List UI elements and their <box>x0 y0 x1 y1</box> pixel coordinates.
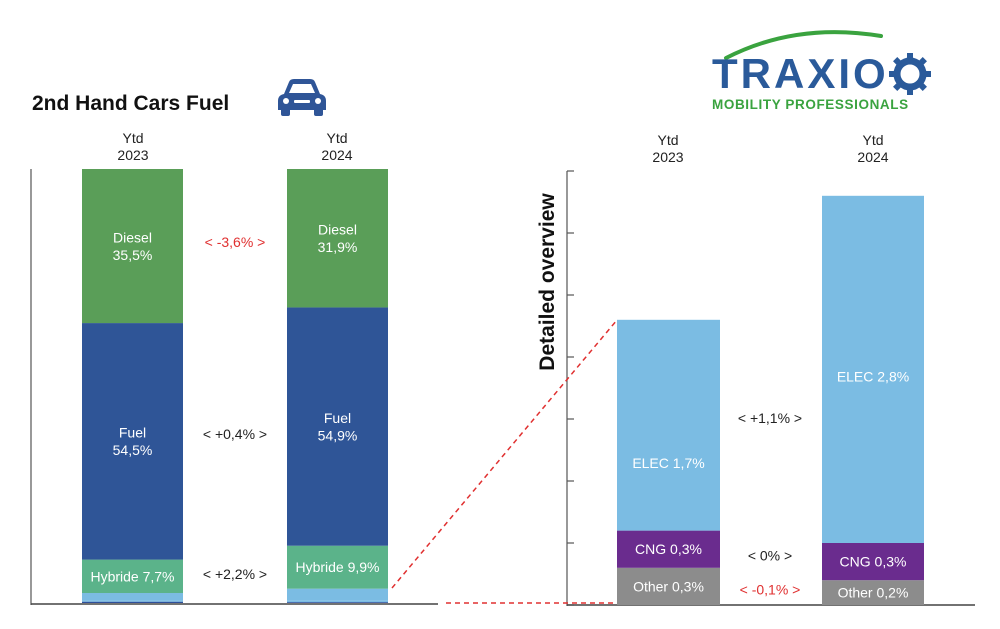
traxio-logo <box>724 30 931 95</box>
detail-label-cng-2023: CNG 0,3% <box>635 541 702 557</box>
header-ytd: Ytd <box>122 130 144 146</box>
bar-label-diesel-2023: Diesel 35,5% <box>113 229 153 263</box>
header-right-2024: Ytd 2024 <box>833 132 913 166</box>
detail-diff-other: < -0,1% > <box>740 582 801 598</box>
detail-segment-elec-2023 <box>617 319 720 531</box>
detail-label-other-2024: Other 0,2% <box>838 585 909 601</box>
diff-label-diesel: < -3,6% > <box>205 234 266 250</box>
bar-label-fuel-2024: Fuel 54,9% <box>318 410 358 444</box>
header-year: 2023 <box>652 149 684 165</box>
car-icon <box>278 79 326 116</box>
header-ytd: Ytd <box>862 132 884 148</box>
zoom-connector-top <box>391 319 618 589</box>
bar-label-diesel-2024: Diesel 31,9% <box>318 221 358 255</box>
detail-segment-other-2023 <box>617 567 720 605</box>
detail-label-elec-2024: ELEC 2,8% <box>837 368 909 384</box>
detail-segment-other-2024 <box>822 580 924 605</box>
bar-segment-hybride-2024 <box>287 545 388 589</box>
bar-segment-fuel-2024 <box>287 307 388 546</box>
header-year: 2024 <box>321 147 353 163</box>
diff-label-fuel: < +0,4% > <box>203 426 267 442</box>
bar-label-fuel-2023: Fuel 54,5% <box>113 425 153 459</box>
detail-label-cng-2024: CNG 0,3% <box>840 554 907 570</box>
detail-segment-cng-2024 <box>822 543 924 581</box>
header-left-2023: Ytd 2023 <box>93 130 173 164</box>
bar-segment-cng-2023 <box>82 600 183 602</box>
bar-segment-fuel-2023 <box>82 323 183 560</box>
bar-segment-cng-2024 <box>287 600 388 603</box>
bar-segment-hybride-2023 <box>82 559 183 594</box>
chart-title: 2nd Hand Cars Fuel <box>32 92 230 115</box>
header-year: 2023 <box>117 147 149 163</box>
logo-brand: TRAXIO <box>712 50 889 97</box>
bar-segment-elec-2023 <box>82 593 183 601</box>
bar-segment-elec-2024 <box>287 588 388 601</box>
bar-label-hybride-2024: Hybride 9,9% <box>295 559 379 575</box>
diff-label-hybride: < +2,2% > <box>203 566 267 582</box>
logo-tagline: MOBILITY PROFESSIONALS <box>712 97 909 112</box>
detail-segment-elec-2024 <box>822 195 924 544</box>
header-year: 2024 <box>857 149 889 165</box>
header-ytd: Ytd <box>657 132 679 148</box>
detail-label-elec-2023: ELEC 1,7% <box>632 455 704 471</box>
bar-segment-diesel-2024 <box>287 169 388 308</box>
detail-diff-cng: < 0% > <box>748 547 792 563</box>
detail-diff-elec: < +1,1% > <box>738 410 802 426</box>
bar-segment-other-2024 <box>287 602 388 603</box>
bar-segment-other-2023 <box>82 601 183 603</box>
detail-label-other-2023: Other 0,3% <box>633 578 704 594</box>
bar-segment-diesel-2023 <box>82 169 183 324</box>
header-ytd: Ytd <box>326 130 348 146</box>
detail-segment-cng-2023 <box>617 530 720 568</box>
bar-label-hybride-2023: Hybride 7,7% <box>90 568 174 584</box>
header-right-2023: Ytd 2023 <box>628 132 708 166</box>
header-left-2024: Ytd 2024 <box>297 130 377 164</box>
